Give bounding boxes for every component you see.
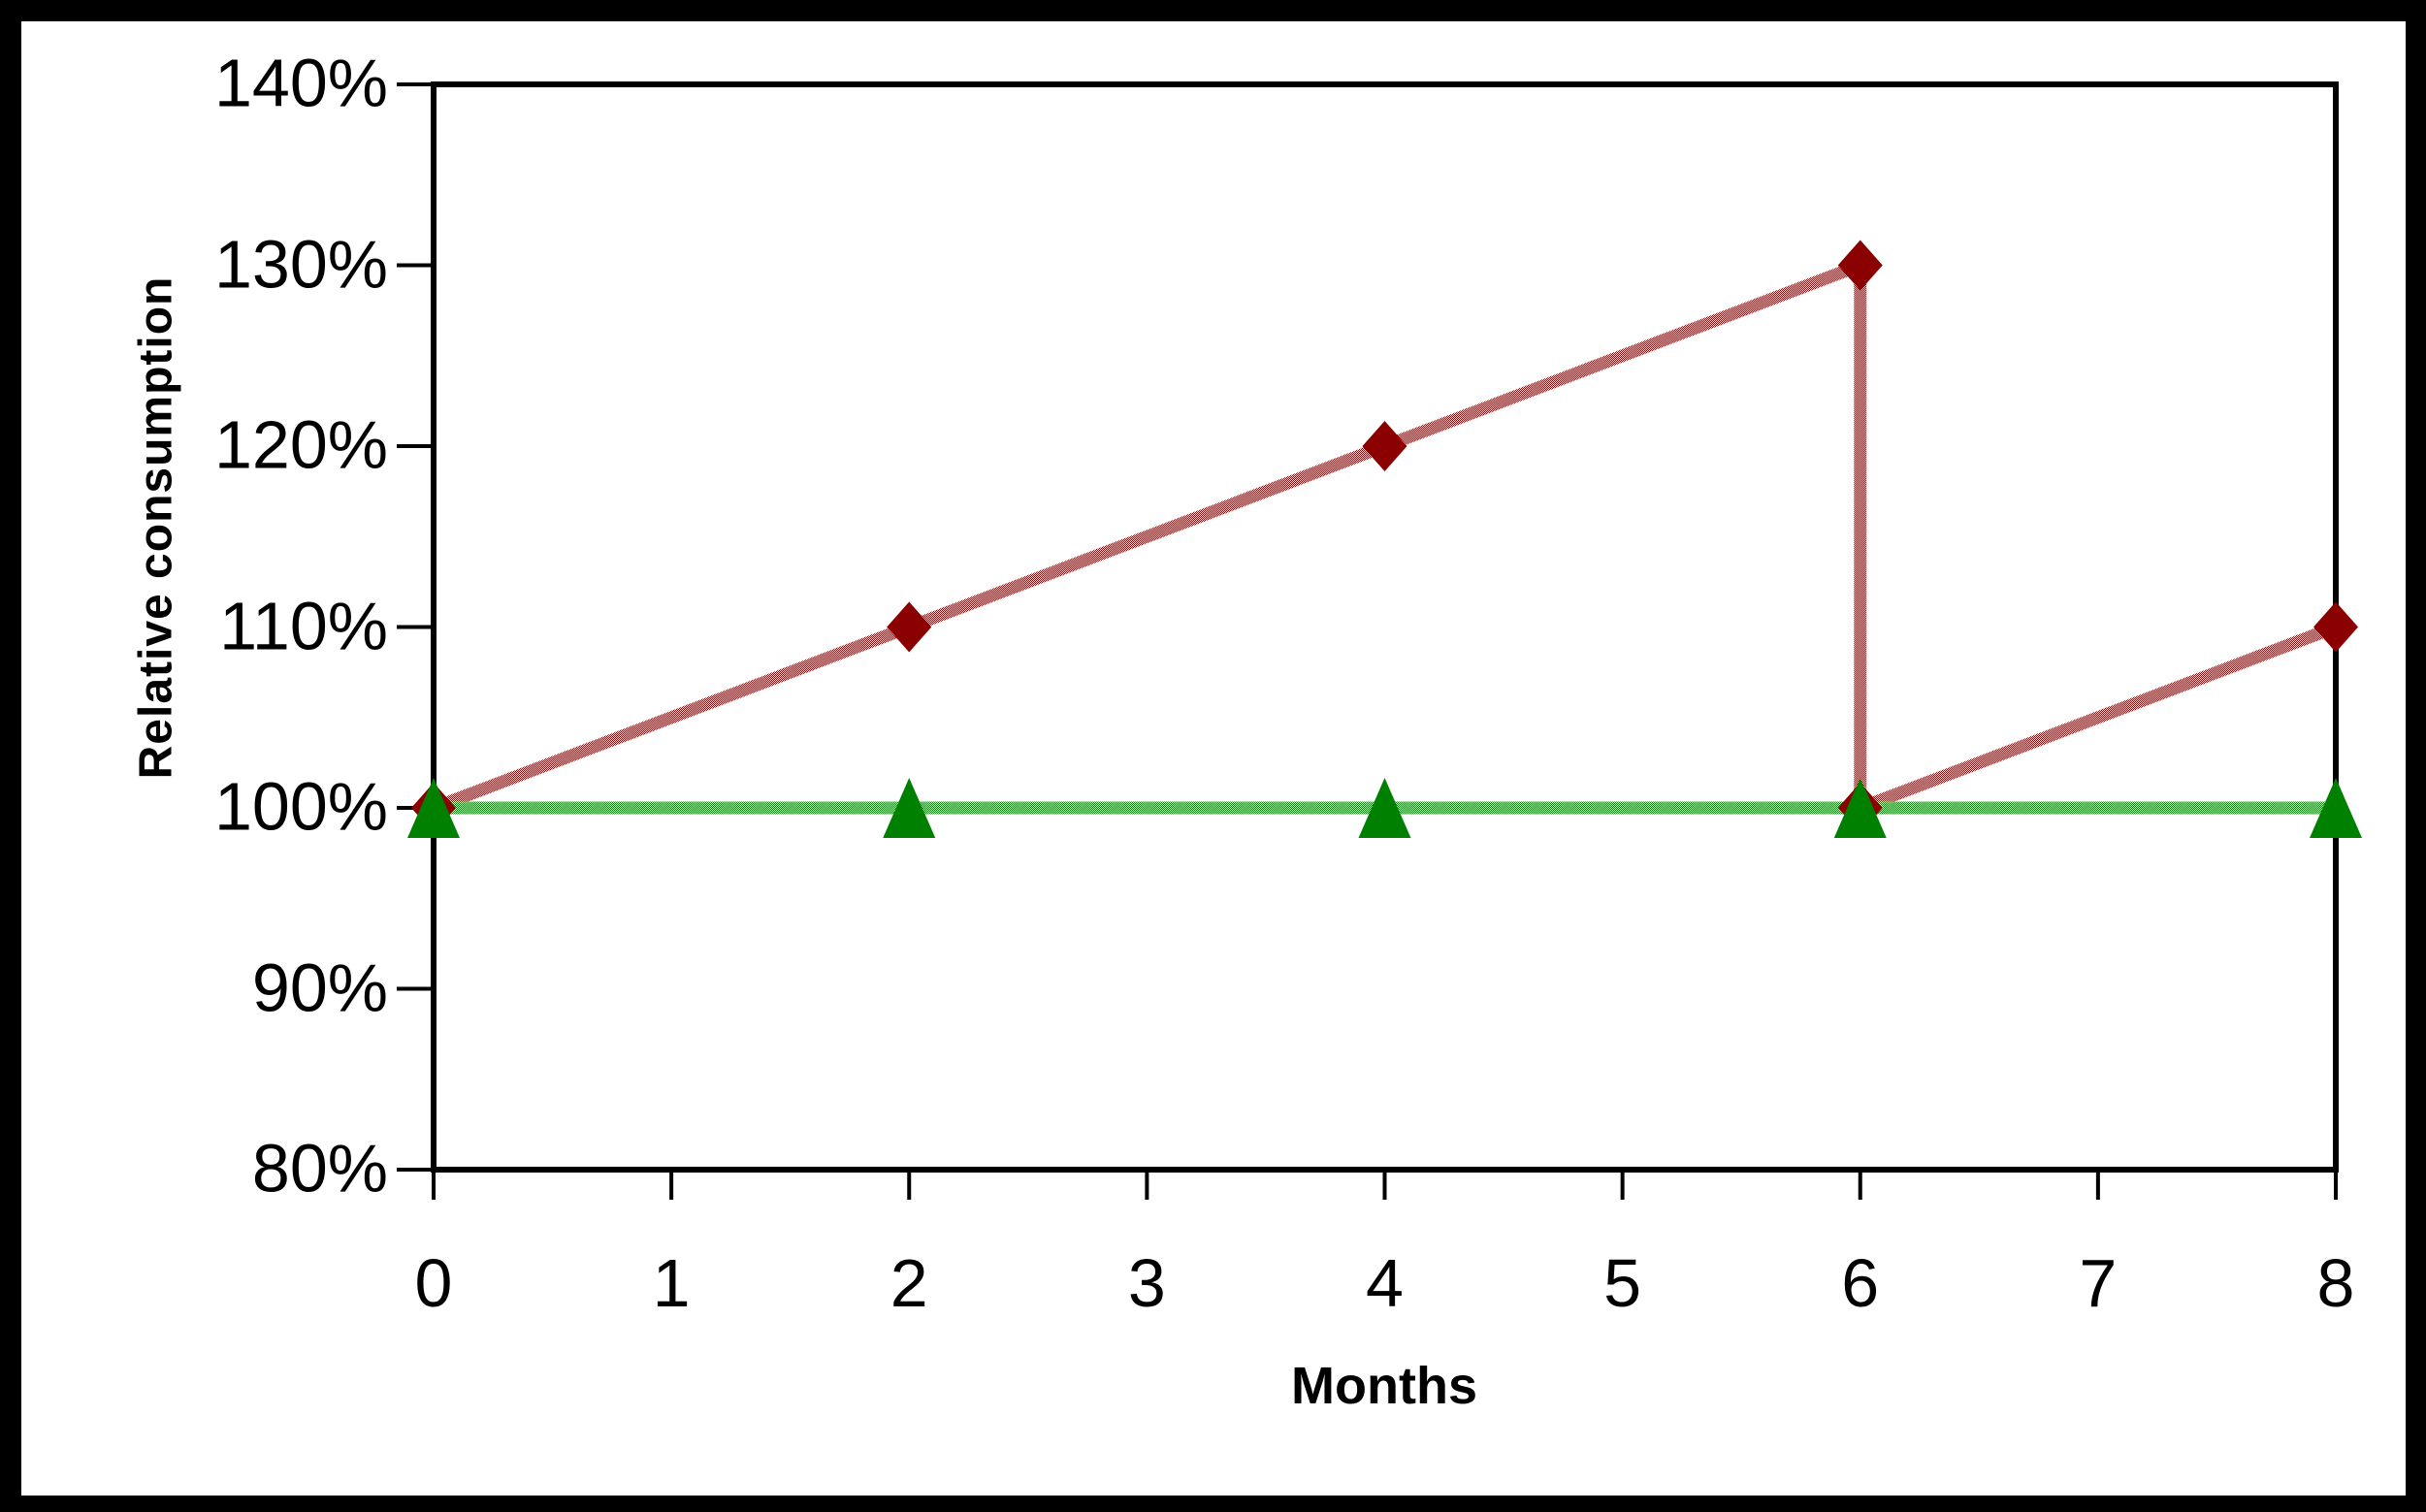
diamond-series-line <box>431 256 2339 818</box>
triangle-marker <box>1833 778 1887 838</box>
triangle-marker <box>883 778 936 838</box>
triangle-marker <box>407 778 460 838</box>
diamond-marker <box>887 601 932 653</box>
diamond-marker <box>2313 601 2358 653</box>
diamond-marker <box>1837 240 1883 291</box>
triangle-marker <box>1358 778 1411 838</box>
diamond-marker <box>1362 421 1407 471</box>
plot-border <box>431 81 2339 1173</box>
plot-layers <box>397 81 2362 1200</box>
triangle-marker <box>2310 778 2362 838</box>
